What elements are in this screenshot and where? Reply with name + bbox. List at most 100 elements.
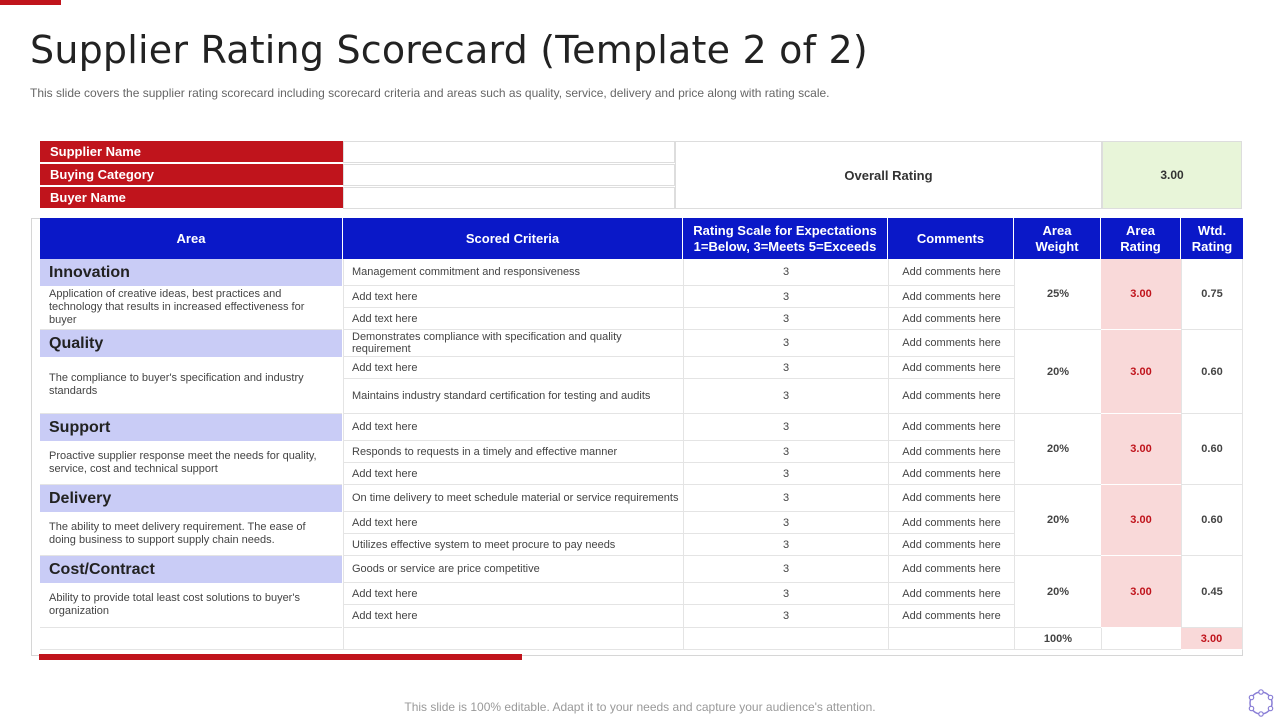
header-area-rating: Area Rating (1101, 218, 1181, 259)
weighted-rating: 0.45 (1181, 556, 1242, 628)
header-scale-line1: Rating Scale for Expectations (693, 222, 877, 238)
criteria-cell[interactable]: Responds to requests in a timely and eff… (343, 441, 683, 463)
criteria-cell[interactable]: Utilizes effective system to meet procur… (343, 534, 683, 556)
comment-cell[interactable]: Add comments here (888, 259, 1014, 286)
scale-cell[interactable]: 3 (683, 379, 888, 414)
total-area-rating-cell (1101, 628, 1181, 650)
header-weight-line2: Weight (1035, 238, 1079, 254)
area-rating: 3.00 (1101, 414, 1181, 485)
scale-cell[interactable]: 3 (683, 583, 888, 605)
scale-cell[interactable]: 3 (683, 441, 888, 463)
criteria-cell[interactable]: Add text here (343, 308, 683, 330)
header-area: Area (40, 218, 343, 259)
header-wtd-line1: Wtd. (1197, 222, 1227, 238)
page-title: Supplier Rating Scorecard (Template 2 of… (30, 28, 868, 72)
area-weight: 20% (1014, 556, 1101, 628)
criteria-cell[interactable]: Add text here (343, 414, 683, 441)
criteria-cell[interactable]: On time delivery to meet schedule materi… (343, 485, 683, 512)
weighted-rating: 0.60 (1181, 414, 1242, 485)
overall-rating-value: 3.00 (1102, 141, 1242, 209)
comment-cell[interactable]: Add comments here (888, 330, 1014, 357)
totals-scale-cell (683, 628, 888, 650)
top-accent-bar (0, 0, 61, 5)
area-description: Ability to provide total least cost solu… (40, 583, 342, 628)
area-name: Cost/Contract (40, 556, 342, 583)
criteria-cell[interactable]: Add text here (343, 357, 683, 379)
comment-cell[interactable]: Add comments here (888, 512, 1014, 534)
comment-cell[interactable]: Add comments here (888, 379, 1014, 414)
brand-logo-icon (1248, 689, 1274, 717)
header-wtd-rating: Wtd. Rating (1181, 218, 1243, 259)
footer-note: This slide is 100% editable. Adapt it to… (404, 700, 876, 714)
scale-cell[interactable]: 3 (683, 286, 888, 308)
area-name: Delivery (40, 485, 342, 512)
header-weight-line1: Area (1042, 222, 1072, 238)
area-name: Support (40, 414, 342, 441)
scale-cell[interactable]: 3 (683, 605, 888, 628)
header-wtd-line2: Rating (1191, 238, 1233, 254)
criteria-cell[interactable]: Management commitment and responsiveness (343, 259, 683, 286)
header-scale-line2: 1=Below, 3=Meets 5=Exceeds (693, 238, 877, 254)
header-rating-line2: Rating (1120, 238, 1161, 254)
buying-category-field[interactable] (343, 164, 675, 186)
header-criteria: Scored Criteria (343, 218, 683, 259)
criteria-cell[interactable]: Demonstrates compliance with specificati… (343, 330, 683, 357)
area-description: Proactive supplier response meet the nee… (40, 441, 342, 485)
criteria-cell[interactable]: Maintains industry standard certificatio… (343, 379, 683, 414)
area-weight: 20% (1014, 485, 1101, 556)
scale-cell[interactable]: 3 (683, 330, 888, 357)
area-weight: 25% (1014, 259, 1101, 330)
area-description: Application of creative ideas, best prac… (40, 286, 342, 330)
comment-cell[interactable]: Add comments here (888, 605, 1014, 628)
comment-cell[interactable]: Add comments here (888, 463, 1014, 485)
area-rating: 3.00 (1101, 485, 1181, 556)
total-weighted-rating: 3.00 (1181, 628, 1242, 650)
criteria-cell[interactable]: Add text here (343, 583, 683, 605)
criteria-cell[interactable]: Add text here (343, 605, 683, 628)
header-rating-line1: Area (1126, 222, 1155, 238)
weighted-rating: 0.75 (1181, 259, 1242, 330)
comment-cell[interactable]: Add comments here (888, 556, 1014, 583)
comment-cell[interactable]: Add comments here (888, 441, 1014, 463)
criteria-cell[interactable]: Add text here (343, 286, 683, 308)
scale-cell[interactable]: 3 (683, 414, 888, 441)
scale-cell[interactable]: 3 (683, 512, 888, 534)
buying-category-label: Buying Category (40, 164, 343, 186)
scale-cell[interactable]: 3 (683, 259, 888, 286)
grid-right-border (1242, 259, 1243, 650)
criteria-cell[interactable]: Add text here (343, 512, 683, 534)
scale-cell[interactable]: 3 (683, 556, 888, 583)
area-rating: 3.00 (1101, 259, 1181, 330)
comment-cell[interactable]: Add comments here (888, 357, 1014, 379)
buyer-name-label: Buyer Name (40, 187, 343, 209)
weighted-rating: 0.60 (1181, 330, 1242, 414)
area-rating: 3.00 (1101, 330, 1181, 414)
scale-cell[interactable]: 3 (683, 357, 888, 379)
area-description: The ability to meet delivery requirement… (40, 512, 342, 556)
comment-cell[interactable]: Add comments here (888, 583, 1014, 605)
area-weight: 20% (1014, 330, 1101, 414)
scale-cell[interactable]: 3 (683, 463, 888, 485)
scale-cell[interactable]: 3 (683, 534, 888, 556)
criteria-cell[interactable]: Goods or service are price competitive (343, 556, 683, 583)
area-name: Innovation (40, 259, 342, 286)
comment-cell[interactable]: Add comments here (888, 414, 1014, 441)
area-description: The compliance to buyer's specification … (40, 357, 342, 414)
area-name: Quality (40, 330, 342, 357)
totals-area-cell (40, 628, 343, 650)
comment-cell[interactable]: Add comments here (888, 308, 1014, 330)
overall-rating-label: Overall Rating (675, 141, 1102, 209)
comment-cell[interactable]: Add comments here (888, 286, 1014, 308)
buyer-name-field[interactable] (343, 187, 675, 209)
comment-cell[interactable]: Add comments here (888, 485, 1014, 512)
criteria-cell[interactable]: Add text here (343, 463, 683, 485)
supplier-name-field[interactable] (343, 141, 675, 163)
page-subtitle: This slide covers the supplier rating sc… (30, 86, 830, 100)
scale-cell[interactable]: 3 (683, 308, 888, 330)
weighted-rating: 0.60 (1181, 485, 1242, 556)
scale-cell[interactable]: 3 (683, 485, 888, 512)
totals-criteria-cell (343, 628, 683, 650)
header-weight: Area Weight (1014, 218, 1101, 259)
comment-cell[interactable]: Add comments here (888, 534, 1014, 556)
header-comments: Comments (888, 218, 1014, 259)
